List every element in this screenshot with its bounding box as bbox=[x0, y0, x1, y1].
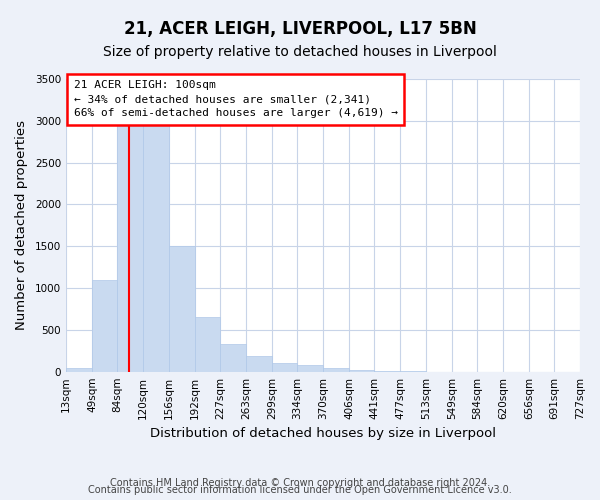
Bar bbox=[117, 125, 143, 372]
Text: Contains HM Land Registry data © Crown copyright and database right 2024.: Contains HM Land Registry data © Crown c… bbox=[110, 478, 490, 488]
Bar bbox=[272, 364, 297, 372]
Bar bbox=[143, 125, 169, 372]
Bar bbox=[92, 280, 117, 372]
Bar bbox=[195, 318, 220, 372]
Text: Contains public sector information licensed under the Open Government Licence v3: Contains public sector information licen… bbox=[88, 485, 512, 495]
Text: 21, ACER LEIGH, LIVERPOOL, L17 5BN: 21, ACER LEIGH, LIVERPOOL, L17 5BN bbox=[124, 20, 476, 38]
Text: 21 ACER LEIGH: 100sqm
← 34% of detached houses are smaller (2,341)
66% of semi-d: 21 ACER LEIGH: 100sqm ← 34% of detached … bbox=[74, 80, 398, 118]
Bar bbox=[169, 246, 195, 372]
X-axis label: Distribution of detached houses by size in Liverpool: Distribution of detached houses by size … bbox=[150, 427, 496, 440]
Bar bbox=[246, 356, 272, 372]
Bar bbox=[220, 344, 246, 372]
Y-axis label: Number of detached properties: Number of detached properties bbox=[15, 120, 28, 330]
Bar bbox=[66, 368, 92, 372]
Bar bbox=[297, 365, 323, 372]
Bar bbox=[374, 371, 400, 372]
Bar bbox=[349, 370, 374, 372]
Text: Size of property relative to detached houses in Liverpool: Size of property relative to detached ho… bbox=[103, 45, 497, 59]
Bar bbox=[323, 368, 349, 372]
